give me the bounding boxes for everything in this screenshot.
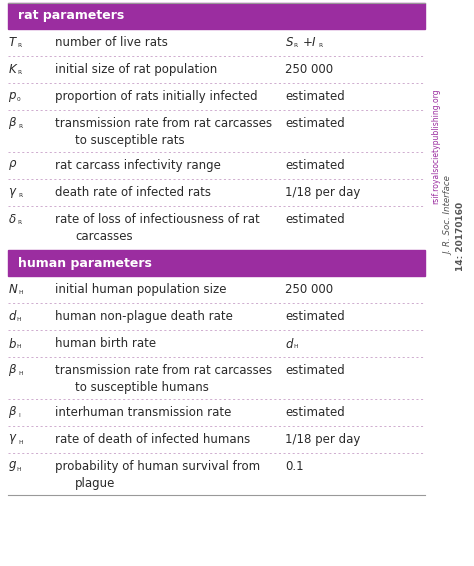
Text: rsif.royalsocietypublishing.org: rsif.royalsocietypublishing.org xyxy=(431,88,440,204)
Text: $K$: $K$ xyxy=(8,63,18,76)
Text: $+$: $+$ xyxy=(302,36,313,49)
Text: human non-plague death rate: human non-plague death rate xyxy=(55,310,233,323)
Text: 0.1: 0.1 xyxy=(285,460,304,473)
Text: J. R. Soc. Interface: J. R. Soc. Interface xyxy=(445,177,454,255)
Text: estimated: estimated xyxy=(285,406,345,419)
Text: 250 000: 250 000 xyxy=(285,283,333,296)
Text: $_0$: $_0$ xyxy=(16,95,21,104)
Text: $_\mathrm{H}$: $_\mathrm{H}$ xyxy=(16,315,22,324)
Text: $_\mathrm{H}$: $_\mathrm{H}$ xyxy=(18,288,24,297)
Text: $N$: $N$ xyxy=(8,283,18,296)
Text: $T$: $T$ xyxy=(8,36,18,49)
Text: rate of loss of infectiousness of rat: rate of loss of infectiousness of rat xyxy=(55,213,260,226)
Text: rat carcass infectivity range: rat carcass infectivity range xyxy=(55,159,221,172)
Text: plague: plague xyxy=(75,477,115,490)
Text: $_\mathrm{R}$: $_\mathrm{R}$ xyxy=(17,218,23,227)
Text: $b$: $b$ xyxy=(8,337,17,350)
Text: $\beta$: $\beta$ xyxy=(8,405,17,421)
Text: $p$: $p$ xyxy=(8,89,17,104)
Text: $g$: $g$ xyxy=(8,460,17,473)
Text: estimated: estimated xyxy=(285,213,345,226)
Text: human birth rate: human birth rate xyxy=(55,337,156,350)
Text: human parameters: human parameters xyxy=(18,256,152,269)
Text: estimated: estimated xyxy=(285,159,345,172)
Text: $I$: $I$ xyxy=(311,36,316,49)
Text: 1/18 per day: 1/18 per day xyxy=(285,433,360,446)
Text: $_\mathrm{H}$: $_\mathrm{H}$ xyxy=(293,342,299,351)
Text: number of live rats: number of live rats xyxy=(55,36,168,49)
Text: $d$: $d$ xyxy=(285,337,294,350)
Text: to susceptible rats: to susceptible rats xyxy=(75,134,185,147)
Text: $d$: $d$ xyxy=(8,310,18,324)
Text: $\gamma$: $\gamma$ xyxy=(8,432,18,447)
Text: 250 000: 250 000 xyxy=(285,63,333,76)
Text: $_\mathrm{I}$: $_\mathrm{I}$ xyxy=(18,411,21,420)
Text: $_\mathrm{R}$: $_\mathrm{R}$ xyxy=(18,191,24,200)
Text: initial size of rat population: initial size of rat population xyxy=(55,63,217,76)
Text: death rate of infected rats: death rate of infected rats xyxy=(55,186,211,199)
Text: estimated: estimated xyxy=(285,90,345,103)
Text: initial human population size: initial human population size xyxy=(55,283,227,296)
Text: 14: 20170160: 14: 20170160 xyxy=(456,201,465,271)
Text: $\rho$: $\rho$ xyxy=(8,158,18,173)
Text: $_\mathrm{H}$: $_\mathrm{H}$ xyxy=(18,438,24,447)
Bar xyxy=(8,250,425,276)
Text: $_\mathrm{R}$: $_\mathrm{R}$ xyxy=(293,41,299,50)
Text: transmission rate from rat carcasses: transmission rate from rat carcasses xyxy=(55,117,272,130)
Text: $_\mathrm{R}$: $_\mathrm{R}$ xyxy=(318,41,324,50)
Text: $S$: $S$ xyxy=(285,36,294,49)
Text: $\beta$: $\beta$ xyxy=(8,362,17,379)
Text: $\gamma$: $\gamma$ xyxy=(8,186,18,199)
Text: $_\mathrm{H}$: $_\mathrm{H}$ xyxy=(16,465,22,474)
Text: proportion of rats initially infected: proportion of rats initially infected xyxy=(55,90,258,103)
Text: transmission rate from rat carcasses: transmission rate from rat carcasses xyxy=(55,364,272,377)
Text: $_\mathrm{H}$: $_\mathrm{H}$ xyxy=(16,342,22,351)
Text: estimated: estimated xyxy=(285,364,345,377)
Text: $_\mathrm{R}$: $_\mathrm{R}$ xyxy=(17,68,23,77)
Text: rat parameters: rat parameters xyxy=(18,10,124,23)
Text: probability of human survival from: probability of human survival from xyxy=(55,460,260,473)
Text: carcasses: carcasses xyxy=(75,230,133,243)
Text: interhuman transmission rate: interhuman transmission rate xyxy=(55,406,231,419)
Text: estimated: estimated xyxy=(285,310,345,323)
Text: $_\mathrm{R}$: $_\mathrm{R}$ xyxy=(17,41,23,50)
Bar xyxy=(8,3,425,29)
Text: $\delta$: $\delta$ xyxy=(8,213,17,226)
Text: $_\mathrm{H}$: $_\mathrm{H}$ xyxy=(18,369,24,378)
Text: 1/18 per day: 1/18 per day xyxy=(285,186,360,199)
Text: to susceptible humans: to susceptible humans xyxy=(75,381,209,394)
Text: estimated: estimated xyxy=(285,117,345,130)
Text: $_\mathrm{R}$: $_\mathrm{R}$ xyxy=(18,122,24,131)
Text: rate of death of infected humans: rate of death of infected humans xyxy=(55,433,250,446)
Text: $\beta$: $\beta$ xyxy=(8,115,17,131)
